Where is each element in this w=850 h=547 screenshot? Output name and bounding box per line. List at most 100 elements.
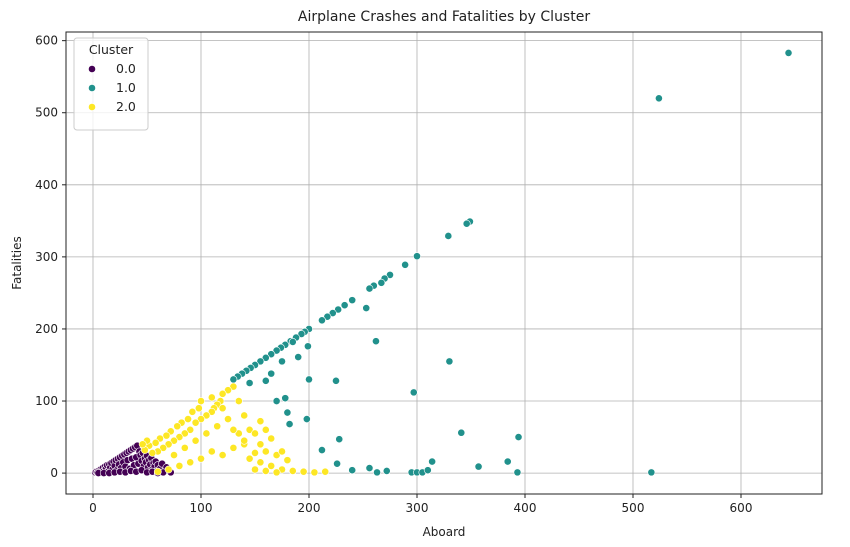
data-point-cluster-2.0 <box>229 425 238 434</box>
data-point-cluster-2.0 <box>138 440 147 449</box>
y-tick-label: 100 <box>35 394 58 408</box>
legend-label-1.0: 1.0 <box>116 80 136 95</box>
data-point-cluster-2.0 <box>186 458 195 467</box>
data-point-cluster-1.0 <box>377 278 386 287</box>
data-point-cluster-2.0 <box>153 467 162 476</box>
data-point-cluster-1.0 <box>267 369 276 378</box>
data-point-cluster-2.0 <box>229 382 238 391</box>
data-point-cluster-1.0 <box>401 260 410 269</box>
x-axis-label: Aboard <box>423 525 466 539</box>
data-point-cluster-2.0 <box>197 415 205 423</box>
data-point-cluster-2.0 <box>245 454 254 463</box>
data-point-cluster-1.0 <box>365 464 374 472</box>
data-point-cluster-2.0 <box>207 407 216 416</box>
data-point-cluster-1.0 <box>513 468 522 477</box>
data-point-cluster-1.0 <box>386 270 394 279</box>
data-point-cluster-2.0 <box>175 433 184 441</box>
x-tick-label: 400 <box>514 501 537 515</box>
data-point-cluster-2.0 <box>164 440 173 449</box>
data-point-cluster-2.0 <box>184 415 192 423</box>
x-tick-label: 100 <box>190 501 213 515</box>
data-point-cluster-2.0 <box>272 468 281 477</box>
data-point-cluster-2.0 <box>234 429 243 438</box>
data-point-cluster-1.0 <box>229 375 238 384</box>
legend-marker-0.0 <box>88 65 96 73</box>
data-point-cluster-2.0 <box>213 422 222 431</box>
data-point-cluster-2.0 <box>218 404 227 413</box>
legend-label-2.0: 2.0 <box>116 99 136 114</box>
data-point-cluster-1.0 <box>428 457 437 466</box>
y-tick-label: 500 <box>35 106 58 120</box>
data-point-cluster-2.0 <box>188 407 197 416</box>
legend-title: Cluster <box>89 42 134 57</box>
data-point-cluster-1.0 <box>323 312 332 321</box>
data-point-cluster-2.0 <box>251 429 259 438</box>
data-point-cluster-1.0 <box>318 446 326 454</box>
data-point-cluster-2.0 <box>207 393 216 402</box>
data-point-cluster-2.0 <box>321 467 330 476</box>
data-point-cluster-1.0 <box>457 428 466 437</box>
data-point-cluster-1.0 <box>365 284 374 293</box>
data-point-cluster-2.0 <box>251 449 259 457</box>
data-point-cluster-2.0 <box>267 461 276 470</box>
data-point-cluster-1.0 <box>382 467 391 475</box>
data-point-cluster-2.0 <box>272 451 281 459</box>
data-point-cluster-2.0 <box>162 431 171 440</box>
data-point-cluster-2.0 <box>173 422 182 431</box>
data-point-cluster-1.0 <box>261 376 270 385</box>
data-point-cluster-2.0 <box>261 447 270 456</box>
y-axis-ticks: 0 100 200 300 400 500 600 <box>35 34 66 480</box>
data-point-cluster-1.0 <box>294 353 303 361</box>
data-point-cluster-2.0 <box>240 436 249 445</box>
data-point-cluster-2.0 <box>197 397 205 405</box>
data-point-cluster-2.0 <box>218 451 227 459</box>
x-tick-label: 200 <box>298 501 321 515</box>
data-point-cluster-1.0 <box>444 232 453 240</box>
data-point-cluster-1.0 <box>281 394 290 403</box>
data-point-cluster-2.0 <box>202 411 211 420</box>
data-point-cluster-1.0 <box>304 342 312 351</box>
data-point-cluster-2.0 <box>278 447 286 456</box>
data-point-cluster-2.0 <box>229 443 238 452</box>
y-tick-label: 200 <box>35 322 58 336</box>
data-point-cluster-1.0 <box>272 346 281 355</box>
data-point-cluster-2.0 <box>256 458 265 467</box>
y-tick-label: 400 <box>35 178 58 192</box>
y-tick-label: 600 <box>35 34 58 48</box>
data-point-cluster-2.0 <box>283 456 292 465</box>
data-point-cluster-2.0 <box>267 434 276 443</box>
data-point-cluster-2.0 <box>288 467 297 475</box>
y-tick-label: 0 <box>50 466 58 480</box>
data-point-cluster-1.0 <box>305 375 313 384</box>
data-point-cluster-2.0 <box>256 440 265 449</box>
data-point-cluster-2.0 <box>170 451 178 459</box>
data-point-cluster-1.0 <box>372 337 380 346</box>
data-point-cluster-2.0 <box>186 425 195 434</box>
data-point-cluster-2.0 <box>240 411 249 420</box>
data-point-cluster-2.0 <box>261 425 270 434</box>
data-point-cluster-1.0 <box>474 462 483 471</box>
y-axis-label: Fatalities <box>10 236 24 290</box>
data-point-cluster-1.0 <box>503 457 512 466</box>
data-point-cluster-2.0 <box>218 389 227 398</box>
data-point-cluster-2.0 <box>175 461 184 470</box>
data-point-cluster-1.0 <box>283 408 292 417</box>
data-point-cluster-1.0 <box>333 459 341 468</box>
data-point-cluster-1.0 <box>328 309 337 317</box>
x-tick-label: 300 <box>406 501 429 515</box>
data-point-cluster-2.0 <box>159 443 168 452</box>
data-point-cluster-1.0 <box>334 305 343 314</box>
data-point-cluster-1.0 <box>462 219 471 228</box>
data-point-cluster-1.0 <box>335 435 344 444</box>
legend-marker-2.0 <box>88 103 96 111</box>
y-tick-label: 300 <box>35 250 58 264</box>
data-point-cluster-2.0 <box>170 436 178 445</box>
x-tick-label: 600 <box>730 501 753 515</box>
data-point-cluster-2.0 <box>234 397 243 405</box>
data-point-cluster-1.0 <box>272 397 281 405</box>
data-point-cluster-1.0 <box>655 94 663 103</box>
data-point-cluster-1.0 <box>348 296 357 305</box>
chart-title: Airplane Crashes and Fatalities by Clust… <box>298 9 590 25</box>
data-point-cluster-2.0 <box>202 429 211 438</box>
